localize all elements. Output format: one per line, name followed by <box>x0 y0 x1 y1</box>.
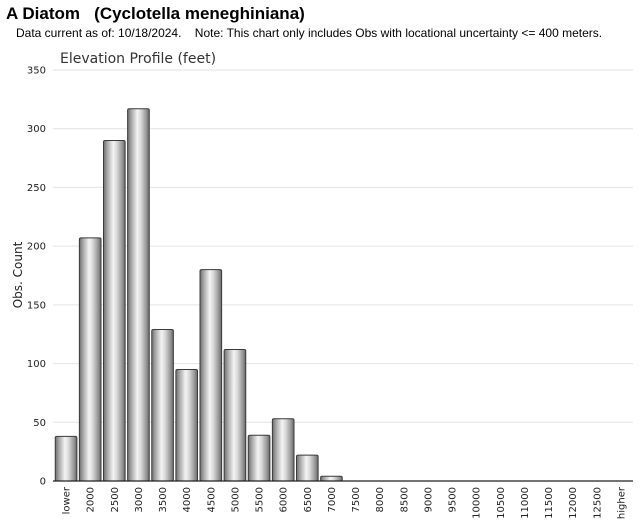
y-tick-label: 100 <box>27 359 46 370</box>
x-tick-label: 8500 <box>399 487 410 512</box>
bar-4000 <box>175 368 198 482</box>
x-tick-label: 2500 <box>110 487 121 512</box>
bar-3500 <box>151 329 174 482</box>
x-tick-label: 3000 <box>134 487 145 512</box>
page-title: A Diatom (Cyclotella meneghiniana) <box>6 4 305 23</box>
x-tick-label: 9500 <box>448 487 459 512</box>
bar-5000 <box>223 348 247 482</box>
x-tick-label: 5000 <box>230 487 241 512</box>
bar-5500 <box>247 434 271 482</box>
x-tick-label: 3500 <box>158 487 169 512</box>
x-tick-label: 6000 <box>279 487 290 512</box>
bar-3000 <box>127 108 150 482</box>
bar-4500 <box>199 269 223 482</box>
x-tick-label: 12000 <box>568 487 579 519</box>
x-tick-label: 10500 <box>496 487 507 519</box>
y-tick-label: 150 <box>27 300 46 311</box>
x-tick-label: 10000 <box>472 487 483 519</box>
bar-6500 <box>296 454 319 482</box>
bar-2000 <box>78 237 102 482</box>
x-tick-label: higher <box>616 486 627 519</box>
x-tick-label: lower <box>62 486 73 514</box>
x-tick-label: 2000 <box>86 487 97 512</box>
x-tick-label: 5500 <box>255 487 266 512</box>
bars <box>54 108 343 482</box>
x-tick-label: 6500 <box>303 487 314 512</box>
x-tick-label: 11500 <box>544 487 555 519</box>
y-axis-label: Obs. Count <box>11 241 25 308</box>
y-tick-label: 200 <box>27 242 46 253</box>
x-tick-labels: lower 2000 2500 3000 3500 4000 4500 5000 5500 600… <box>62 486 628 519</box>
y-tick-label: 300 <box>27 124 46 135</box>
y-tick-label: 50 <box>33 418 46 429</box>
y-tick-label: 0 <box>40 477 46 488</box>
x-tick-label: 11000 <box>520 487 531 519</box>
x-tick-label: 9000 <box>423 487 434 512</box>
bar-lower <box>54 435 78 482</box>
x-tick-label: 7500 <box>351 487 362 512</box>
y-tick-label: 250 <box>27 183 46 194</box>
y-tick-labels: 0 50 100 150 200 250 300 350 <box>27 66 46 488</box>
y-tick-label: 350 <box>27 66 46 77</box>
x-tick-label: 7000 <box>327 487 338 512</box>
x-tick-label: 8000 <box>375 487 386 512</box>
bar-6000 <box>271 418 295 482</box>
chart-title: Elevation Profile (feet) <box>60 51 216 67</box>
x-tick-label: 12500 <box>592 487 603 519</box>
bar-7000 <box>320 475 343 482</box>
x-tick-label: 4500 <box>206 487 217 512</box>
x-tick-label: 4000 <box>182 487 193 512</box>
bar-2500 <box>103 139 126 482</box>
page-subtitle: Data current as of: 10/18/2024. Note: Th… <box>16 26 603 40</box>
